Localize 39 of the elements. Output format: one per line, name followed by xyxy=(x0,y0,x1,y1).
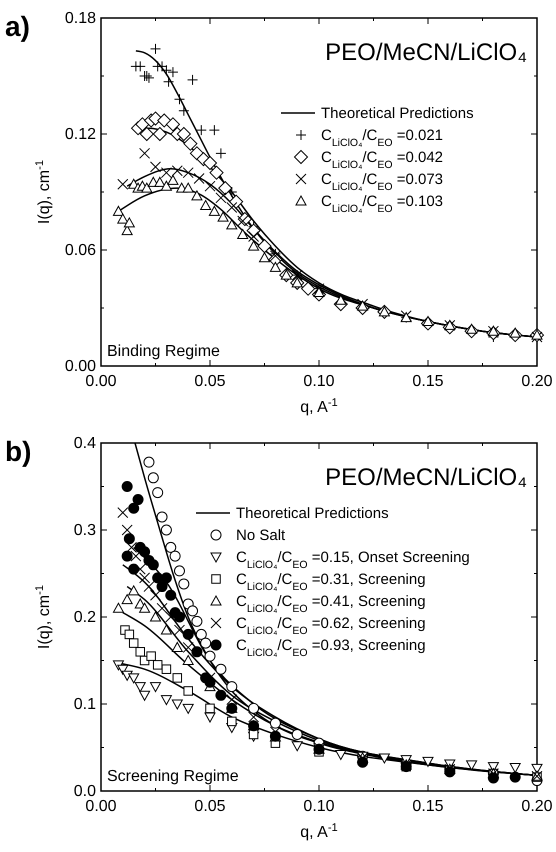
legend-label: Theoretical Predictions xyxy=(321,105,474,122)
y-tick-label: 0.12 xyxy=(64,126,96,143)
legend-label: C$_{LiClO₄}$/C$_{EO}$ =0.62, Screening xyxy=(236,615,426,637)
y-tick-label: 0.1 xyxy=(74,696,96,713)
y-tick-label: 0.18 xyxy=(64,10,96,27)
x-tick-label: 0.20 xyxy=(521,373,553,390)
text: PEO/MeCN/LiClO₄ xyxy=(325,464,527,491)
y-tick-label: 0.4 xyxy=(74,435,96,452)
x-tick-label: 0.05 xyxy=(194,798,226,815)
x-tick-label: 0.20 xyxy=(521,798,553,815)
legend-label: Theoretical Predictions xyxy=(236,505,389,522)
text: a) xyxy=(5,11,30,42)
x-tick-label: 0.10 xyxy=(303,373,335,390)
legend-label: C$_{LiClO₄}$/C$_{EO}$ =0.042 xyxy=(321,149,444,171)
legend-label: C$_{LiClO₄}$/C$_{EO}$ =0.021 xyxy=(321,127,444,149)
legend-label: No Salt xyxy=(236,527,286,544)
legend-label: C$_{LiClO₄}$/C$_{EO}$ =0.103 xyxy=(321,193,444,215)
annotation: Screening Regime xyxy=(107,768,239,785)
legend-label: C$_{LiClO₄}$/C$_{EO}$ =0.31, Screening xyxy=(236,571,426,593)
y-tick-label: 0.3 xyxy=(74,522,96,539)
legend-label: C$_{LiClO₄}$/C$_{EO}$ =0.93, Screening xyxy=(236,637,426,659)
x-tick-label: 0.15 xyxy=(412,798,444,815)
y-tick-label: 0.06 xyxy=(64,242,96,259)
y-tick-label: 0.00 xyxy=(64,358,96,375)
legend-label: C$_{LiClO₄}$/C$_{EO}$ =0.41, Screening xyxy=(236,593,426,615)
x-tick-label: 0.00 xyxy=(85,798,117,815)
legend-label: C$_{LiClO₄}$/C$_{EO}$ =0.073 xyxy=(321,171,444,193)
x-tick-label: 0.00 xyxy=(85,373,117,390)
y-tick-label: 0.0 xyxy=(74,783,96,800)
x-tick-label: 0.05 xyxy=(194,373,226,390)
text: b) xyxy=(5,436,32,467)
x-axis-title: q, A$^{-1}$ xyxy=(300,822,338,841)
x-tick-label: 0.15 xyxy=(412,373,444,390)
legend-label: C$_{LiClO₄}$/C$_{EO}$ =0.15, Onset Screening xyxy=(236,549,470,571)
x-axis-title: q, A$^{-1}$ xyxy=(300,397,338,416)
y-tick-label: 0.2 xyxy=(74,609,96,626)
annotation: Binding Regime xyxy=(107,343,220,360)
text: PEO/MeCN/LiClO₄ xyxy=(325,39,527,66)
x-tick-label: 0.10 xyxy=(303,798,335,815)
